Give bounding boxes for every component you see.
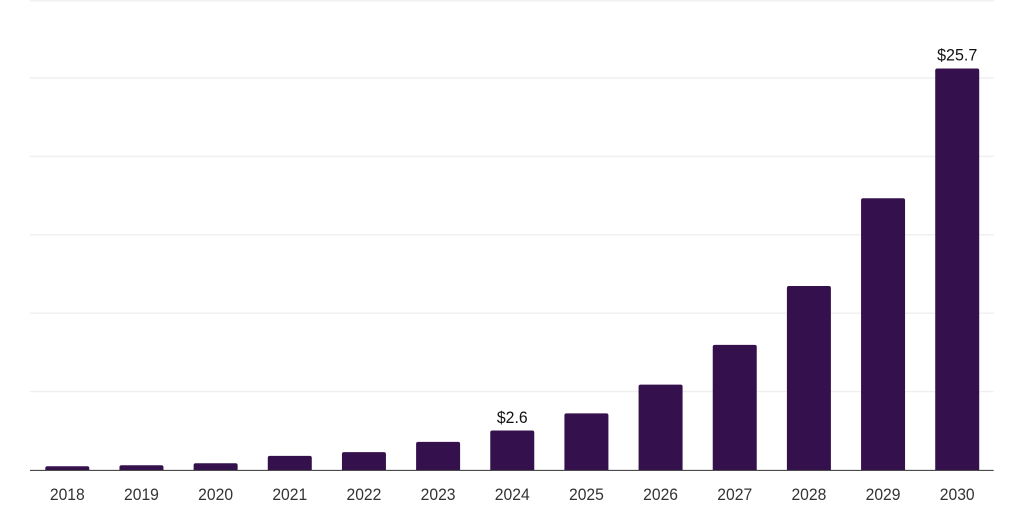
svg-text:2022: 2022 xyxy=(346,485,381,504)
svg-text:$2.6: $2.6 xyxy=(497,408,528,427)
svg-text:2023: 2023 xyxy=(421,485,456,504)
svg-text:$25.7: $25.7 xyxy=(937,46,977,65)
svg-text:2025: 2025 xyxy=(569,485,604,504)
svg-text:2018: 2018 xyxy=(50,485,85,504)
svg-text:2019: 2019 xyxy=(124,485,159,504)
svg-text:2029: 2029 xyxy=(866,485,901,504)
svg-text:2020: 2020 xyxy=(198,485,233,504)
svg-text:2027: 2027 xyxy=(717,485,752,504)
svg-text:2024: 2024 xyxy=(495,485,530,504)
svg-text:2028: 2028 xyxy=(791,485,826,504)
svg-text:2030: 2030 xyxy=(940,485,975,504)
svg-text:2026: 2026 xyxy=(643,485,678,504)
svg-text:2021: 2021 xyxy=(272,485,307,504)
